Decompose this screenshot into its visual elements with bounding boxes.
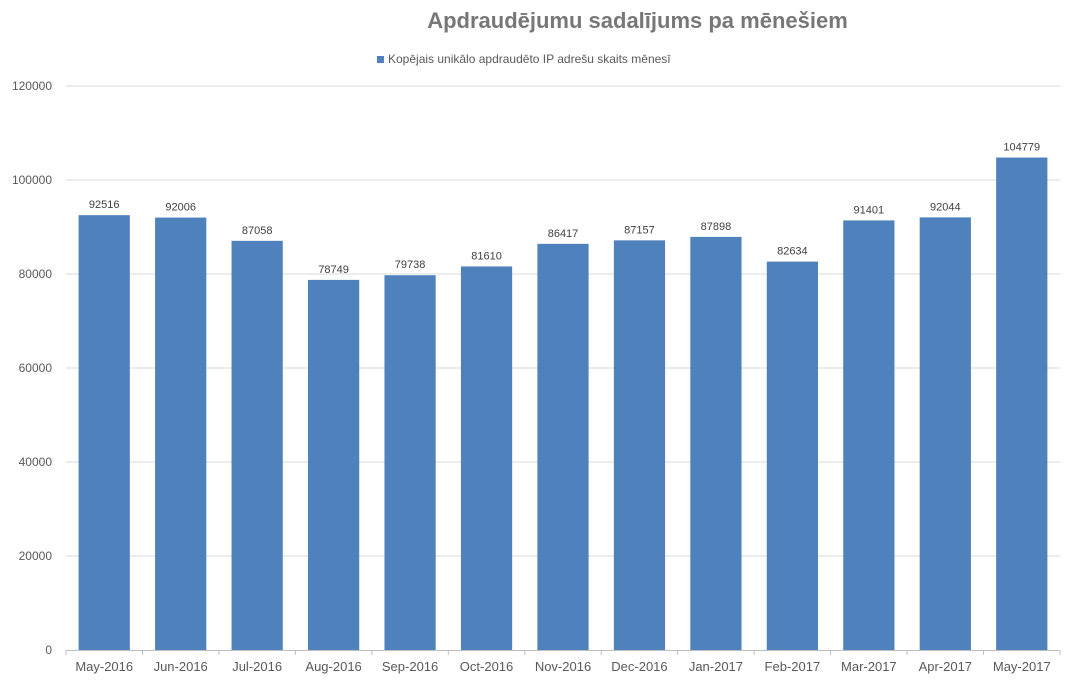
x-tick-label: Sep-2016 [382,659,438,674]
x-tick-label: Apr-2017 [919,659,972,674]
x-tick-label: Nov-2016 [535,659,591,674]
data-label: 81610 [471,250,502,262]
x-tick-label: Aug-2016 [305,659,361,674]
x-tick-label: Feb-2017 [765,659,821,674]
data-label: 79738 [395,259,426,271]
bar [766,261,818,650]
data-label: 92516 [89,199,120,211]
y-tick-label: 0 [45,643,52,657]
legend-swatch [377,55,384,63]
data-label: 91401 [854,204,885,216]
y-tick-label: 40000 [19,455,53,469]
bar [690,236,742,650]
data-label: 87157 [624,224,655,236]
bar [384,275,436,650]
chart-legend: Kopējais unikālo apdraudēto IP adrešu sk… [377,52,671,66]
x-tick-label: Jul-2016 [232,659,282,674]
data-label: 104779 [1003,142,1040,154]
bar [308,279,360,650]
bar [843,220,895,651]
legend-label: Kopējais unikālo apdraudēto IP adrešu sk… [388,52,671,66]
x-tick-label: May-2016 [75,659,133,674]
bar [460,266,513,650]
x-tick-label: Mar-2017 [841,659,897,674]
x-tick-label: May-2017 [993,659,1051,674]
y-tick-label: 20000 [19,549,53,563]
data-label: 86417 [548,228,579,240]
data-label: 78749 [318,264,349,276]
bar [996,157,1048,650]
y-tick-label: 120000 [12,79,52,93]
bar [231,240,283,650]
y-tick-label: 80000 [19,267,53,281]
data-label: 87898 [701,221,732,233]
bar [613,240,666,650]
x-tick-label: Oct-2016 [460,659,513,674]
chart-title: Apdraudējumu sadalījums pa mēnešiem [427,8,848,33]
data-label: 82634 [777,246,808,258]
data-label: 92044 [930,201,961,213]
bar [919,217,971,651]
x-tick-label: Jun-2016 [154,659,208,674]
y-tick-label: 100000 [12,173,52,187]
x-tick-label: Jan-2017 [689,659,743,674]
bar [537,243,589,651]
bar [78,215,130,650]
bar [155,217,207,651]
data-label: 92006 [165,202,196,214]
data-label: 87058 [242,225,273,237]
x-tick-label: Dec-2016 [611,659,667,674]
y-tick-label: 60000 [19,361,53,375]
